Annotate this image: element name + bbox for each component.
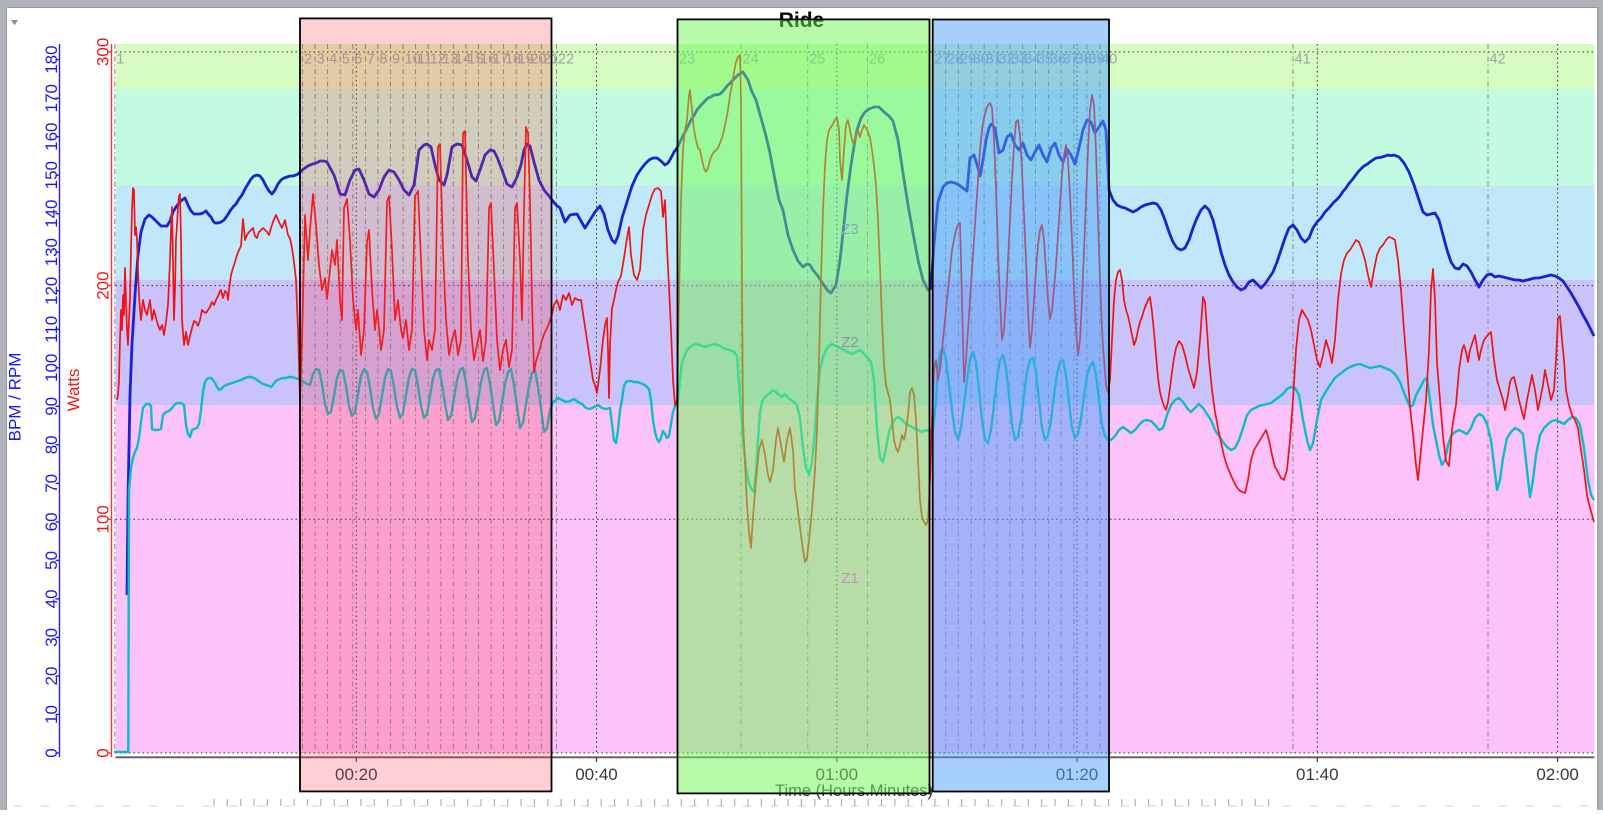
svg-text:70: 70 xyxy=(42,474,61,493)
svg-text:300: 300 xyxy=(94,38,113,66)
svg-text:17: 17 xyxy=(493,52,509,68)
svg-text:8: 8 xyxy=(379,52,387,68)
svg-text:20: 20 xyxy=(42,667,61,686)
svg-text:42: 42 xyxy=(1490,52,1506,68)
svg-text:60: 60 xyxy=(42,512,61,531)
svg-text:BPM / RPM: BPM / RPM xyxy=(6,353,25,442)
svg-text:140: 140 xyxy=(42,200,61,228)
svg-text:14: 14 xyxy=(455,52,471,68)
svg-text:90: 90 xyxy=(42,397,61,416)
svg-text:180: 180 xyxy=(42,45,61,73)
svg-text:10: 10 xyxy=(405,52,421,68)
svg-text:3: 3 xyxy=(317,52,325,68)
svg-text:00:20: 00:20 xyxy=(335,765,378,784)
svg-text:50: 50 xyxy=(42,551,61,570)
svg-text:160: 160 xyxy=(42,123,61,151)
svg-text:Watts: Watts xyxy=(64,369,83,412)
svg-text:100: 100 xyxy=(42,354,61,382)
svg-text:Z3: Z3 xyxy=(841,221,859,238)
svg-text:15: 15 xyxy=(467,52,483,68)
svg-text:170: 170 xyxy=(42,84,61,112)
svg-text:20: 20 xyxy=(530,52,546,68)
svg-text:12: 12 xyxy=(430,52,446,68)
svg-text:7: 7 xyxy=(367,52,375,68)
svg-text:5: 5 xyxy=(342,52,350,68)
svg-text:Z1: Z1 xyxy=(841,570,859,587)
svg-text:00:40: 00:40 xyxy=(575,765,618,784)
svg-text:80: 80 xyxy=(42,435,61,454)
svg-text:110: 110 xyxy=(42,316,61,343)
svg-text:200: 200 xyxy=(94,271,113,299)
svg-text:16: 16 xyxy=(480,52,496,68)
svg-text:Z2: Z2 xyxy=(841,334,859,351)
svg-text:01:40: 01:40 xyxy=(1296,765,1339,784)
svg-text:30: 30 xyxy=(42,628,61,647)
svg-text:18: 18 xyxy=(505,52,521,68)
svg-text:02:00: 02:00 xyxy=(1536,765,1579,784)
svg-text:10: 10 xyxy=(42,705,61,724)
svg-text:0: 0 xyxy=(94,748,113,757)
svg-text:1: 1 xyxy=(116,52,124,68)
svg-text:150: 150 xyxy=(42,161,61,189)
svg-text:4: 4 xyxy=(329,52,337,68)
svg-text:2: 2 xyxy=(304,52,312,68)
svg-text:100: 100 xyxy=(94,505,113,533)
svg-text:11: 11 xyxy=(417,52,432,68)
svg-text:0: 0 xyxy=(42,748,61,757)
svg-text:40: 40 xyxy=(42,589,61,608)
svg-text:22: 22 xyxy=(558,52,574,68)
svg-text:9: 9 xyxy=(392,52,400,68)
svg-text:41: 41 xyxy=(1295,52,1311,68)
svg-text:120: 120 xyxy=(42,277,61,305)
svg-text:6: 6 xyxy=(354,52,362,68)
svg-text:130: 130 xyxy=(42,238,61,266)
svg-text:19: 19 xyxy=(518,52,534,68)
svg-text:13: 13 xyxy=(442,52,458,68)
